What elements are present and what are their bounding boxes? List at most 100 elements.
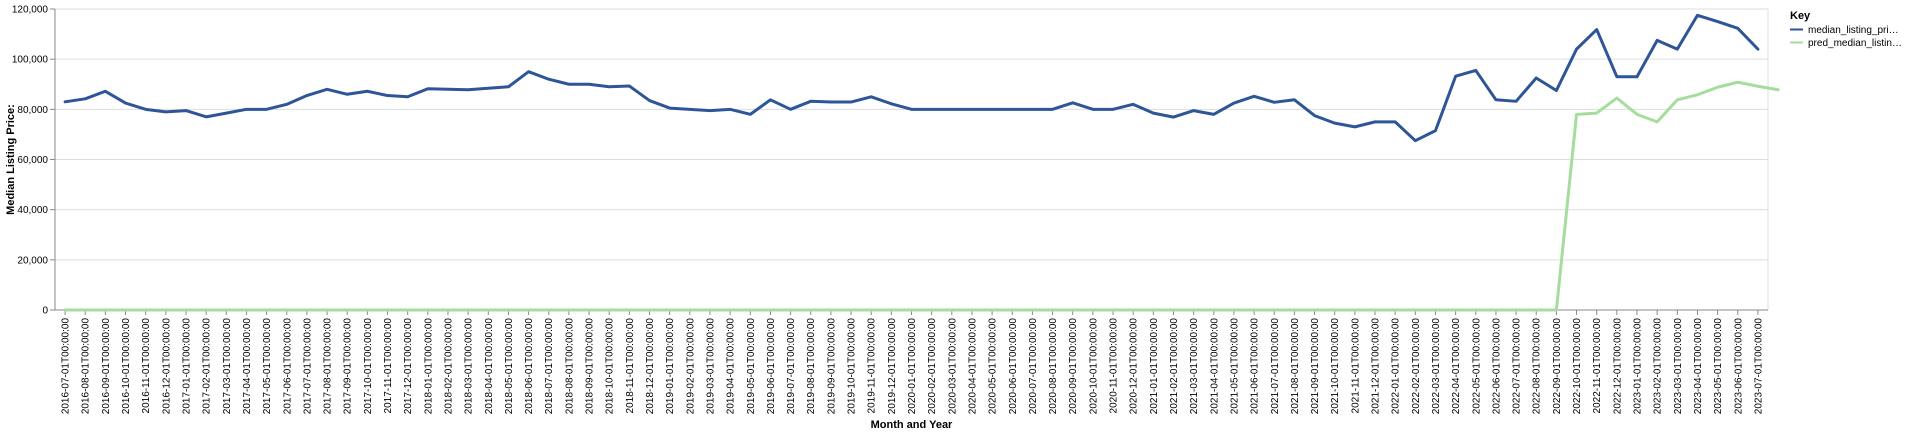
x-tick-label: 2022-08-01T00:00:00 — [1532, 318, 1543, 415]
x-tick-label: 2021-08-01T00:00:00 — [1290, 318, 1301, 415]
series-line-median-listing-pri — [65, 15, 1758, 140]
x-tick-label: 2022-11-01T00:00:00 — [1592, 318, 1603, 414]
x-tick-label: 2019-07-01T00:00:00 — [786, 318, 797, 415]
legend-title: Key — [1790, 10, 1811, 22]
x-tick-label: 2020-06-01T00:00:00 — [1008, 318, 1019, 415]
x-tick-label: 2018-01-01T00:00:00 — [423, 318, 434, 415]
y-tick-label: 100,000 — [12, 55, 49, 66]
x-tick-label: 2019-08-01T00:00:00 — [806, 318, 817, 415]
y-axis-title: Median Listing Price: — [5, 104, 17, 215]
x-tick-label: 2022-04-01T00:00:00 — [1451, 318, 1462, 415]
x-tick-label: 2020-05-01T00:00:00 — [988, 318, 999, 415]
x-tick-label: 2019-11-01T00:00:00 — [867, 318, 878, 414]
x-tick-label: 2017-11-01T00:00:00 — [383, 318, 394, 414]
x-tick-label: 2018-11-01T00:00:00 — [625, 318, 636, 414]
x-tick-label: 2020-04-01T00:00:00 — [967, 318, 978, 415]
x-tick-label: 2022-01-01T00:00:00 — [1391, 318, 1402, 415]
x-tick-label: 2018-12-01T00:00:00 — [645, 318, 656, 415]
x-tick-label: 2022-07-01T00:00:00 — [1512, 318, 1523, 415]
x-tick-label: 2018-10-01T00:00:00 — [605, 318, 616, 415]
y-tick-label: 0 — [42, 306, 48, 317]
x-tick-label: 2019-03-01T00:00:00 — [705, 318, 716, 415]
x-tick-label: 2020-03-01T00:00:00 — [947, 318, 958, 415]
x-tick-label: 2020-09-01T00:00:00 — [1068, 318, 1079, 415]
x-tick-label: 2016-07-01T00:00:00 — [61, 318, 72, 415]
x-tick-label: 2022-06-01T00:00:00 — [1491, 318, 1502, 415]
x-tick-label: 2019-12-01T00:00:00 — [887, 318, 898, 415]
legend: Key median_listing_pri… pred_median_listi… — [1790, 10, 1902, 49]
x-tick-label: 2019-04-01T00:00:00 — [726, 318, 737, 415]
x-tick-label: 2019-05-01T00:00:00 — [746, 318, 757, 415]
x-tick-label: 2020-08-01T00:00:00 — [1048, 318, 1059, 415]
x-tick-label: 2017-04-01T00:00:00 — [242, 318, 253, 415]
series-line-pred-median-listin — [65, 82, 1778, 310]
x-tick-label: 2018-06-01T00:00:00 — [524, 318, 535, 415]
x-tick-label: 2018-07-01T00:00:00 — [544, 318, 555, 415]
x-tick-label: 2018-05-01T00:00:00 — [504, 318, 515, 415]
x-axis-title: Month and Year — [871, 419, 953, 431]
x-tick-label: 2023-02-01T00:00:00 — [1653, 318, 1664, 415]
x-tick-label: 2017-05-01T00:00:00 — [262, 318, 273, 415]
x-tick-label: 2021-11-01T00:00:00 — [1350, 318, 1361, 414]
x-tick-label: 2022-10-01T00:00:00 — [1572, 318, 1583, 415]
x-tick-label: 2016-11-01T00:00:00 — [141, 318, 152, 414]
x-tick-label: 2023-05-01T00:00:00 — [1713, 318, 1724, 415]
y-tick-label: 60,000 — [17, 155, 48, 166]
x-tick-label: 2023-04-01T00:00:00 — [1693, 318, 1704, 415]
x-tick-label: 2020-07-01T00:00:00 — [1028, 318, 1039, 415]
x-axis: 2016-07-01T00:00:00 2016-08-01T00:00:00 20… — [55, 310, 1768, 414]
y-tick-label: 20,000 — [17, 255, 48, 266]
x-tick-label: 2022-09-01T00:00:00 — [1552, 318, 1563, 415]
x-tick-label: 2021-10-01T00:00:00 — [1330, 318, 1341, 415]
y-tick-label: 40,000 — [17, 205, 48, 216]
y-tick-label: 120,000 — [12, 5, 49, 16]
x-tick-label: 2023-01-01T00:00:00 — [1633, 318, 1644, 415]
x-tick-label: 2017-12-01T00:00:00 — [403, 318, 414, 415]
x-tick-label: 2023-06-01T00:00:00 — [1733, 318, 1744, 415]
x-tick-label: 2017-03-01T00:00:00 — [222, 318, 233, 415]
x-tick-label: 2017-09-01T00:00:00 — [343, 318, 354, 415]
x-tick-label: 2021-06-01T00:00:00 — [1250, 318, 1261, 415]
x-tick-label: 2021-03-01T00:00:00 — [1189, 318, 1200, 415]
x-tick-label: 2018-04-01T00:00:00 — [484, 318, 495, 415]
x-tick-label: 2020-01-01T00:00:00 — [907, 318, 918, 415]
x-tick-label: 2023-03-01T00:00:00 — [1673, 318, 1684, 415]
x-tick-label: 2017-08-01T00:00:00 — [323, 318, 334, 415]
x-tick-label: 2016-10-01T00:00:00 — [121, 318, 132, 415]
x-tick-label: 2019-02-01T00:00:00 — [685, 318, 696, 415]
y-axis: 0 20,000 40,000 60,000 80,000 100,000 120,000 — [12, 5, 55, 317]
x-tick-label: 2022-03-01T00:00:00 — [1431, 318, 1442, 415]
x-tick-label: 2021-02-01T00:00:00 — [1169, 318, 1180, 415]
x-tick-label: 2016-08-01T00:00:00 — [81, 318, 92, 415]
x-tick-label: 2021-01-01T00:00:00 — [1149, 318, 1160, 415]
x-tick-label: 2021-04-01T00:00:00 — [1209, 318, 1220, 415]
x-tick-label: 2021-05-01T00:00:00 — [1229, 318, 1240, 415]
legend-label: pred_median_listin… — [1808, 38, 1902, 49]
x-tick-label: 2023-07-01T00:00:00 — [1753, 318, 1764, 415]
x-tick-label: 2020-10-01T00:00:00 — [1088, 318, 1099, 415]
x-tick-label: 2020-11-01T00:00:00 — [1109, 318, 1120, 414]
x-tick-label: 2022-12-01T00:00:00 — [1612, 318, 1623, 415]
x-tick-label: 2022-05-01T00:00:00 — [1471, 318, 1482, 415]
x-tick-label: 2017-07-01T00:00:00 — [302, 318, 313, 415]
gridlines — [55, 9, 1768, 310]
x-tick-label: 2017-10-01T00:00:00 — [363, 318, 374, 415]
x-tick-label: 2020-02-01T00:00:00 — [927, 318, 938, 415]
x-tick-label: 2018-09-01T00:00:00 — [585, 318, 596, 415]
x-tick-label: 2020-12-01T00:00:00 — [1129, 318, 1140, 415]
x-tick-label: 2019-10-01T00:00:00 — [847, 318, 858, 415]
y-tick-label: 80,000 — [17, 105, 48, 116]
x-tick-label: 2019-09-01T00:00:00 — [826, 318, 837, 415]
x-tick-label: 2021-07-01T00:00:00 — [1270, 318, 1281, 415]
x-tick-label: 2018-03-01T00:00:00 — [464, 318, 475, 415]
x-tick-label: 2022-02-01T00:00:00 — [1411, 318, 1422, 415]
x-tick-label: 2018-08-01T00:00:00 — [564, 318, 575, 415]
x-tick-label: 2019-01-01T00:00:00 — [665, 318, 676, 415]
x-tick-label: 2016-12-01T00:00:00 — [161, 318, 172, 415]
x-tick-label: 2017-02-01T00:00:00 — [202, 318, 213, 415]
x-tick-label: 2019-06-01T00:00:00 — [766, 318, 777, 415]
x-tick-label: 2021-12-01T00:00:00 — [1371, 318, 1382, 415]
x-tick-label: 2017-06-01T00:00:00 — [282, 318, 293, 415]
x-tick-label: 2021-09-01T00:00:00 — [1310, 318, 1321, 415]
